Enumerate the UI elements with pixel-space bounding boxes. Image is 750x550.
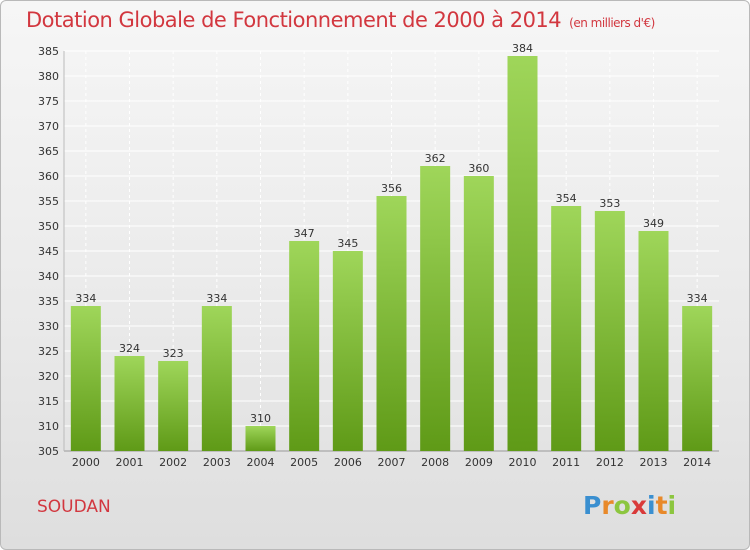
bar-2012 [594,211,625,451]
logo-letter: r [601,491,614,520]
logo-letter: o [613,491,631,520]
y-tick-label: 310 [38,420,59,433]
y-tick-label: 335 [38,295,59,308]
y-tick-label: 380 [38,70,59,83]
y-tick-label: 350 [38,220,59,233]
value-label: 323 [163,347,184,360]
proxiti-logo: Proxiti [583,491,676,520]
y-tick-label: 360 [38,170,59,183]
x-tick-label: 2000 [72,456,100,469]
commune-name: SOUDAN [37,497,111,517]
y-tick-label: 330 [38,320,59,333]
y-tick-label: 365 [38,145,59,158]
y-tick-label: 375 [38,95,59,108]
value-label: 349 [643,217,664,230]
x-tick-label: 2014 [683,456,711,469]
x-tick-label: 2012 [596,456,624,469]
logo-letter: x [630,491,647,520]
chart-title-text: Dotation Globale de Fonctionnement de 20… [26,8,562,32]
y-tick-label: 355 [38,195,59,208]
x-tick-label: 2007 [378,456,406,469]
bar-2003 [201,306,232,451]
value-label: 360 [468,162,489,175]
value-label: 334 [687,292,708,305]
bar-2005 [289,241,320,451]
bar-2010 [507,56,538,451]
bar-2007 [376,196,407,451]
bar-2011 [551,206,582,451]
value-label: 334 [75,292,96,305]
bar-2004 [245,426,276,451]
unit-note: (en milliers d'€) [569,16,655,30]
y-tick-label: 320 [38,370,59,383]
y-tick-label: 315 [38,395,59,408]
value-label: 324 [119,342,140,355]
value-label: 384 [512,42,533,55]
x-tick-label: 2013 [640,456,668,469]
y-tick-label: 385 [38,45,59,58]
bar-2008 [420,166,451,451]
value-label: 310 [250,412,271,425]
bar-2001 [114,356,145,451]
value-label: 362 [425,152,446,165]
x-tick-label: 2006 [334,456,362,469]
logo-letter: P [583,491,602,520]
value-label: 345 [337,237,358,250]
y-tick-label: 370 [38,120,59,133]
x-tick-label: 2003 [203,456,231,469]
x-tick-label: 2008 [421,456,449,469]
x-tick-label: 2011 [552,456,580,469]
x-tick-label: 2001 [116,456,144,469]
logo-letter: i [647,491,656,520]
value-label: 334 [206,292,227,305]
chart-title: Dotation Globale de Fonctionnement de 20… [26,8,655,32]
bar-2013 [638,231,669,451]
bar-2002 [158,361,189,451]
y-tick-label: 345 [38,245,59,258]
logo-letter: t [655,491,668,520]
x-tick-label: 2009 [465,456,493,469]
bar-2000 [70,306,101,451]
x-tick-label: 2010 [509,456,537,469]
bars: 334 324 323 334 310 347 345 356 362 360 384 354 353 3… [70,42,713,451]
value-label: 353 [599,197,620,210]
value-label: 356 [381,182,402,195]
y-tick-label: 340 [38,270,59,283]
bar-2009 [463,176,494,451]
y-tick-label: 325 [38,345,59,358]
value-label: 347 [294,227,315,240]
x-axis-labels: 2000 2001 2002 2003 2004 2005 2006 2007 2008 2009… [72,456,711,469]
bar-2014 [682,306,713,451]
logo-letter: i [667,491,677,520]
x-tick-label: 2004 [247,456,275,469]
value-label: 354 [556,192,577,205]
bar-2006 [332,251,363,451]
y-tick-label: 305 [38,445,59,458]
x-tick-label: 2005 [290,456,318,469]
x-tick-label: 2002 [159,456,187,469]
